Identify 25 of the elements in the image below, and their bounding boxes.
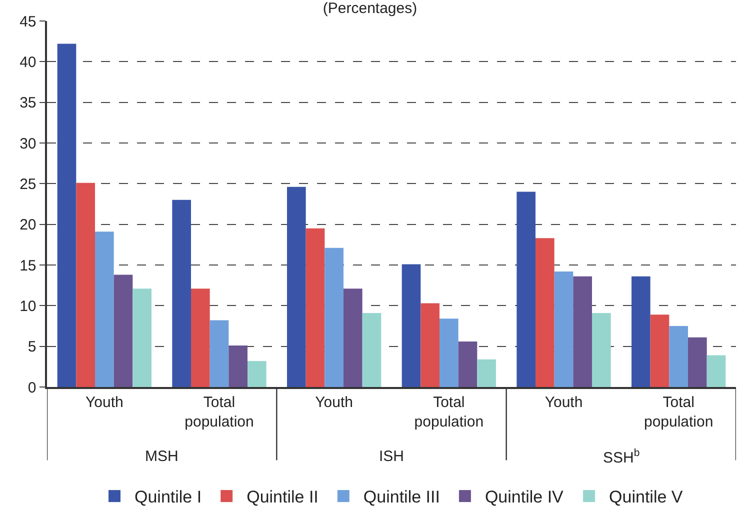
- y-tick-label: 25: [20, 176, 36, 193]
- legend-label: Quintile III: [363, 488, 440, 507]
- y-tick-label: 15: [20, 257, 36, 274]
- y-tick-label: 5: [28, 338, 36, 356]
- text: SSH$^{b}$: [603, 447, 640, 466]
- text: ISH: [379, 448, 404, 465]
- y-tick-label: 30: [20, 135, 36, 152]
- legend-label: Quintile V: [609, 488, 684, 507]
- y-tick-label: 45: [20, 13, 36, 30]
- x-tick-label: Total population: [644, 394, 714, 430]
- y-tick-label: 40: [20, 54, 36, 71]
- x-tick-label: Youth: [86, 394, 124, 411]
- legend-label: Quintile II: [246, 488, 318, 507]
- x-tick-label: Total population: [184, 394, 254, 430]
- y-tick-label: 20: [20, 216, 36, 234]
- x-tick-label: Youth: [315, 394, 353, 411]
- text: MSH: [145, 448, 178, 465]
- y-tick-label: 0: [28, 379, 36, 396]
- y-tick-label: 35: [20, 94, 36, 112]
- legend-label: Quintile I: [134, 488, 202, 507]
- x-tick-label: Total population: [414, 394, 484, 430]
- chart-title: (Percentages): [322, 0, 418, 18]
- y-tick-label: 10: [20, 298, 36, 315]
- legend-label: Quintile IV: [484, 488, 564, 507]
- x-tick-label: Youth: [544, 394, 583, 411]
